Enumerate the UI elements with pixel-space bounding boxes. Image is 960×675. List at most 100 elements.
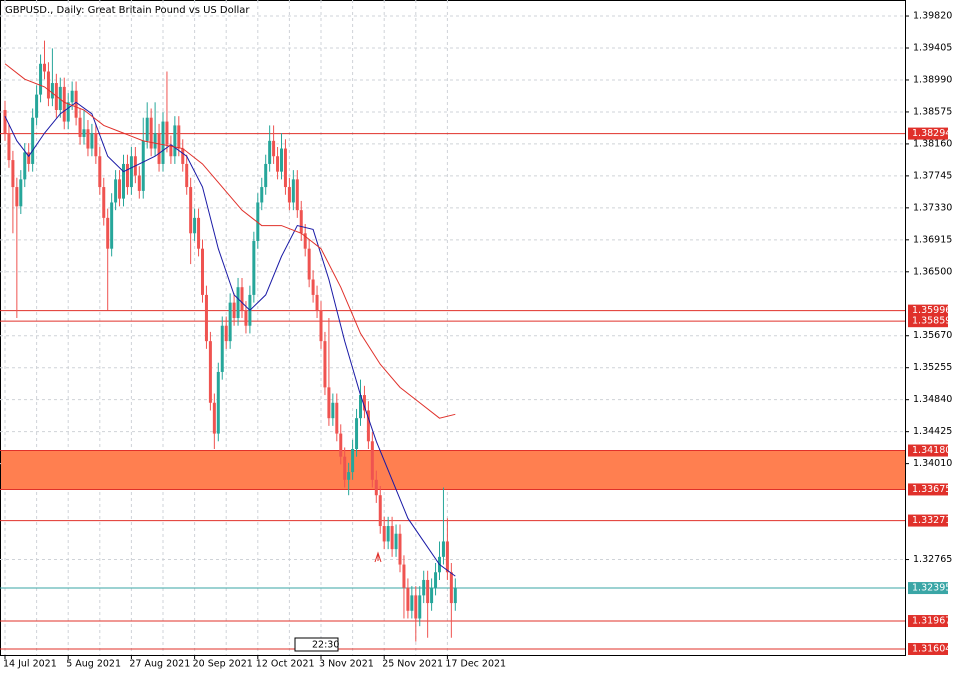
candle-body [11,160,15,188]
candle-body [264,163,268,188]
candle-body [62,86,66,122]
x-tick-label: 3 Nov 2021 [319,659,374,670]
level-label: 1.35859 [912,316,951,327]
candle-body [86,129,90,149]
candle-body [335,402,339,434]
candle-body [378,495,382,527]
cursor-box [294,637,339,652]
candle-body [122,163,125,199]
candle-body [449,572,453,604]
candle-body [189,187,193,234]
candle-body [422,579,426,596]
candle-body [240,287,244,311]
level-label-box [908,304,948,317]
candle-body [173,125,177,157]
candle-body [418,595,422,619]
candle-body [359,395,362,419]
candle-body [74,90,78,118]
candle-body [7,133,11,161]
candle-body [169,144,173,157]
cursor-time: 22:30 [312,640,339,651]
candle-body [256,202,260,241]
candle-body [212,402,216,434]
candle-body [58,86,62,111]
candle-body [165,121,169,145]
candle-body [43,63,46,72]
candle-body [410,595,414,611]
y-tick-label: 1.35255 [913,362,952,373]
level-label: 1.31604 [912,643,951,654]
candle-body [201,248,204,295]
candle-body [15,187,19,207]
level-label-box [908,514,948,527]
moving-average [4,101,456,577]
candle-body [303,233,307,249]
candle-body [343,456,347,480]
candle-body [161,121,165,164]
candle-body [149,117,153,149]
x-tick-label: 17 Dec 2021 [445,659,506,670]
candle-body [50,83,54,99]
level-label: 1.32395 [912,583,951,594]
candle-body [129,156,133,188]
candle-body [82,129,86,137]
candle-body [370,441,374,480]
candle-body [78,117,82,137]
candle-body [441,541,445,557]
arrow-icon [374,551,382,563]
y-tick-label: 1.39820 [913,11,952,22]
candle-body [153,133,157,149]
candle-body [145,117,149,141]
candle-body [216,371,220,434]
candle-body [125,163,129,188]
candle-body [362,395,366,411]
x-tick-label: 12 Oct 2021 [256,659,315,670]
candle-body [347,472,351,480]
candle-body [355,418,359,449]
candle-body [311,279,315,295]
candle-body [193,217,197,234]
candle-body [224,325,228,342]
candle-body [90,133,94,149]
candle-body [27,152,31,164]
candle-body [137,175,141,191]
candle-body [185,163,189,188]
candle-body [430,587,434,604]
level-label: 1.34180 [912,445,951,456]
candle-body [331,402,335,419]
candle-body [260,187,264,203]
y-tick-label: 1.37745 [913,170,952,181]
candle-body [157,133,161,164]
candle-body [98,156,102,188]
moving-average [4,63,456,419]
candle-body [295,179,299,211]
level-label-box [908,483,948,496]
level-label: 1.31967 [912,616,951,627]
level-label: 1.33271 [912,515,951,526]
candle-body [106,217,110,249]
candle-body [402,564,406,588]
candle-body [351,448,355,473]
candle-body [118,179,122,199]
level-label: 1.38294 [912,128,951,139]
candle-body [102,187,106,218]
candle-body [434,572,438,588]
x-tick-label: 14 Jul 2021 [3,659,57,670]
candle-body [276,156,280,172]
y-tick-label: 1.36915 [913,234,952,245]
candle-body [268,140,272,164]
candle-body [386,526,390,542]
plot [0,0,905,655]
level-label-box [908,127,948,140]
candle-body [141,140,145,191]
candle-body [228,302,232,342]
level-label-box [908,582,948,595]
y-tick-label: 1.38160 [913,138,952,149]
level-label-box [908,642,948,655]
candle-body [453,587,457,604]
y-tick-label: 1.34840 [913,394,952,405]
level-label-box [908,315,948,328]
candle-body [244,310,248,326]
